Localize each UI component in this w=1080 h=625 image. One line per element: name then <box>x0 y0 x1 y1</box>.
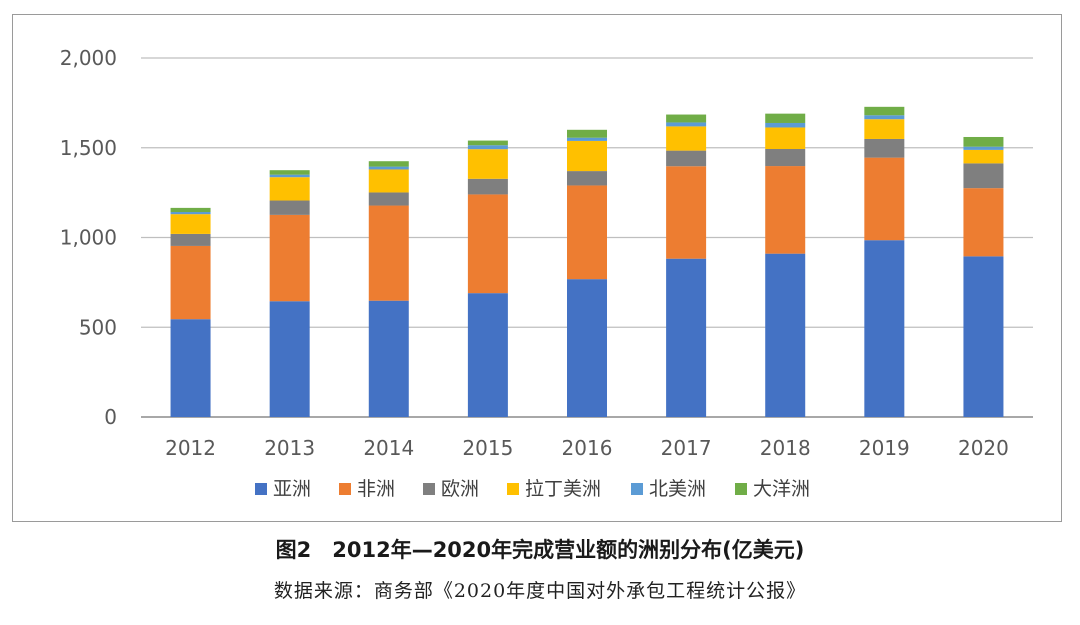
bar-segment <box>368 192 409 206</box>
bar-segment <box>170 245 211 320</box>
y-tick-label: 1,500 <box>60 136 117 160</box>
stacked-bar-chart: 0 500 1,000 1,500 2,000 2012 2013 2014 2015 2016 2… <box>60 46 1033 500</box>
bar-segment <box>765 122 806 128</box>
bar-segment <box>765 253 806 417</box>
bar-segment <box>170 212 211 215</box>
legend-label: 欧洲 <box>441 478 479 500</box>
bar-segment <box>567 279 607 417</box>
bar-segment <box>467 149 508 179</box>
bar-segment <box>666 258 707 417</box>
legend-label: 非洲 <box>357 478 395 500</box>
bar-segment <box>567 171 607 186</box>
bar-segment <box>567 137 607 141</box>
bar-segment <box>269 214 310 302</box>
bar-segment <box>666 114 707 123</box>
bar-segment <box>368 161 409 167</box>
bar-segment <box>864 240 905 417</box>
bar-segment <box>963 136 1004 147</box>
bar-segment <box>666 126 707 151</box>
legend-label: 北美洲 <box>649 478 706 500</box>
bar-segment <box>765 113 806 123</box>
bar-segment <box>269 170 310 175</box>
legend-swatch <box>631 483 643 495</box>
y-tick-label: 0 <box>104 405 117 429</box>
bar-segment <box>467 178 508 195</box>
bar-segment <box>765 166 806 254</box>
x-tick-label: 2012 <box>165 436 216 460</box>
bar-segment <box>368 300 409 417</box>
x-tick-label: 2015 <box>462 436 513 460</box>
bar-segment <box>864 138 905 158</box>
y-tick-label: 2,000 <box>60 46 117 70</box>
bar-segment <box>269 174 310 178</box>
bar-segment <box>666 150 707 167</box>
legend-swatch <box>735 483 747 495</box>
bar-segment <box>368 166 409 170</box>
legend-label: 大洋洲 <box>753 478 810 500</box>
x-tick-label: 2016 <box>562 436 613 460</box>
bar-segment <box>963 149 1004 164</box>
x-tick-label: 2020 <box>958 436 1009 460</box>
bar-segment <box>765 149 806 167</box>
bar-segment <box>963 163 1004 189</box>
legend-swatch <box>423 483 435 495</box>
y-tick-label: 1,000 <box>60 226 117 250</box>
bar-segment <box>864 157 905 241</box>
bar-segment <box>963 146 1004 150</box>
x-tick-label: 2018 <box>760 436 811 460</box>
legend-swatch <box>255 483 267 495</box>
bar-segment <box>368 169 409 193</box>
x-tick-label: 2014 <box>363 436 414 460</box>
bar-segment <box>269 200 310 215</box>
bar-segment <box>567 140 607 172</box>
bar-segment <box>467 194 508 294</box>
legend-swatch <box>507 483 519 495</box>
bar-segment <box>864 119 905 139</box>
bar-segment <box>864 106 905 116</box>
bar-segment <box>666 122 707 127</box>
bar-segment <box>269 301 310 417</box>
bar-segment <box>963 256 1004 417</box>
bar-segment <box>170 233 211 246</box>
bar-segment <box>963 188 1004 257</box>
bar-segment <box>170 207 211 213</box>
bar-segment <box>467 145 508 150</box>
chart-frame: 0 500 1,000 1,500 2,000 2012 2013 2014 2015 2016 2… <box>12 14 1062 522</box>
bar-segment <box>170 319 211 417</box>
bar-segment <box>567 185 607 280</box>
bar-segment <box>368 205 409 301</box>
bar-segment <box>864 115 905 120</box>
bar-segment <box>666 166 707 259</box>
x-tick-label: 2019 <box>859 436 910 460</box>
legend-label: 拉丁美洲 <box>525 478 601 500</box>
legend-swatch <box>339 483 351 495</box>
bar-segment <box>765 127 806 150</box>
y-tick-label: 500 <box>79 315 117 339</box>
figure-caption: 图2 2012年—2020年完成营业额的洲别分布(亿美元) <box>275 538 805 562</box>
bar-segment <box>170 214 211 234</box>
x-tick-label: 2013 <box>264 436 315 460</box>
bar-segment <box>567 129 607 138</box>
bar-segment <box>467 140 508 146</box>
bar-segment <box>467 293 508 417</box>
legend-label: 亚洲 <box>273 478 311 500</box>
bar-segment <box>269 177 310 201</box>
x-tick-label: 2017 <box>661 436 712 460</box>
data-source-note: 数据来源：商务部《2020年度中国对外承包工程统计公报》 <box>273 580 807 602</box>
